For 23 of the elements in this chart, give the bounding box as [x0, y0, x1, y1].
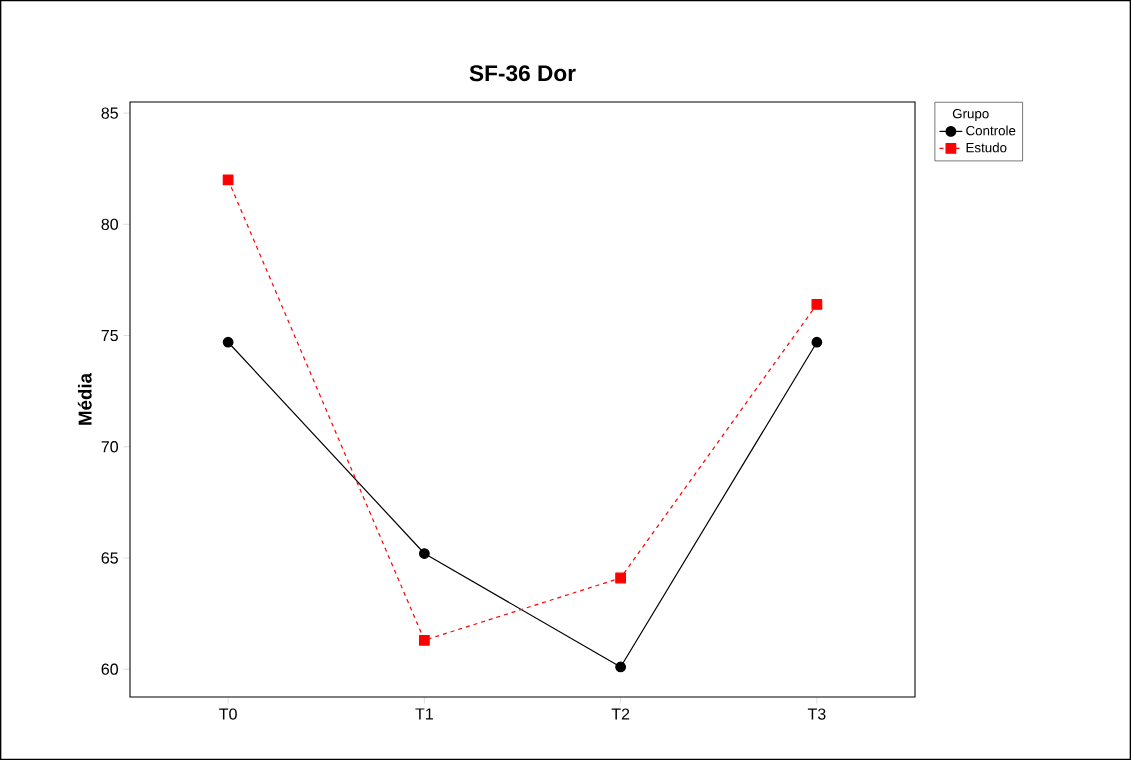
x-tick-label: T3: [807, 708, 826, 720]
point: [418, 634, 430, 646]
point: [811, 299, 823, 310]
point: [615, 661, 627, 673]
point: [222, 174, 234, 186]
point: [615, 572, 627, 584]
point: [811, 336, 823, 348]
chart-title: SF-36 Dor: [469, 65, 576, 82]
x-tick-label: T0: [219, 708, 237, 720]
x-tick-label: T1: [415, 708, 433, 720]
y-tick-label: 70: [101, 441, 118, 453]
legend-label: Controle: [966, 125, 1016, 136]
point: [222, 336, 234, 348]
point: [418, 548, 430, 559]
legend-title: Grupo: [952, 108, 989, 121]
y-tick-label: 75: [101, 329, 118, 342]
y-tick-label: 65: [101, 552, 118, 564]
y-tick-label: 60: [101, 663, 118, 675]
x-tick-label: T2: [611, 708, 630, 720]
y-axis-title: Média: [77, 372, 92, 425]
y-tick-label: 85: [101, 107, 118, 119]
legend-label: Estudo: [966, 142, 1007, 153]
y-tick-label: 80: [101, 218, 118, 230]
